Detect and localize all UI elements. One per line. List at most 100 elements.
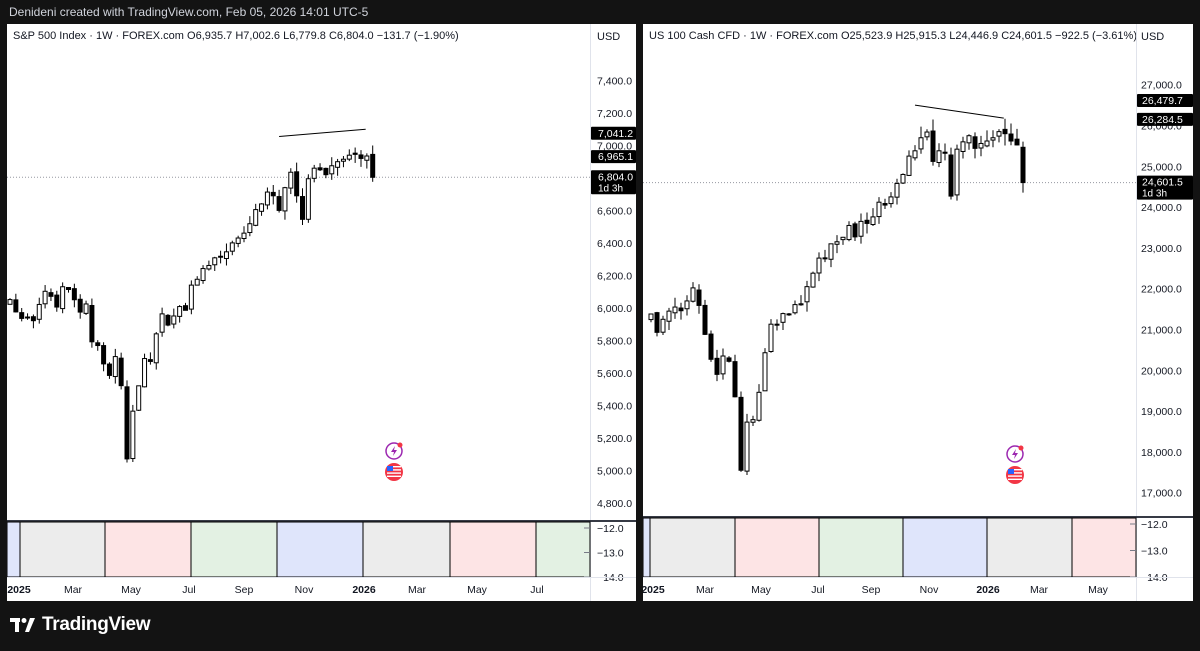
candle[interactable]	[666, 307, 672, 330]
candle[interactable]	[756, 384, 762, 422]
candle[interactable]	[900, 173, 906, 184]
candle[interactable]	[364, 153, 370, 169]
candle[interactable]	[42, 285, 48, 309]
candle[interactable]	[888, 192, 894, 208]
candle[interactable]	[798, 295, 804, 306]
candle[interactable]	[25, 313, 31, 320]
candle[interactable]	[876, 197, 882, 224]
candle[interactable]	[1014, 128, 1020, 146]
candle[interactable]	[7, 298, 13, 305]
candle[interactable]	[200, 265, 206, 284]
candle[interactable]	[218, 250, 224, 264]
candle[interactable]	[678, 302, 684, 320]
candle[interactable]	[66, 287, 71, 293]
lightning-icon[interactable]	[1006, 445, 1024, 463]
candle[interactable]	[48, 288, 54, 302]
candle[interactable]	[714, 349, 720, 382]
session-block[interactable]	[1071, 517, 1137, 578]
candle[interactable]	[672, 297, 678, 319]
candle[interactable]	[804, 280, 810, 312]
candle[interactable]	[732, 354, 738, 398]
candle[interactable]	[762, 348, 768, 392]
candle[interactable]	[229, 240, 235, 256]
candle[interactable]	[118, 352, 124, 390]
candle[interactable]	[270, 185, 276, 205]
candle[interactable]	[89, 298, 95, 348]
candle[interactable]	[177, 305, 183, 323]
session-block[interactable]	[19, 521, 106, 578]
candle[interactable]	[744, 413, 750, 476]
lightning-icon[interactable]	[385, 442, 403, 460]
candle[interactable]	[948, 147, 954, 200]
candle[interactable]	[708, 330, 714, 362]
candle[interactable]	[329, 157, 335, 180]
candle[interactable]	[942, 143, 948, 161]
pane-separator[interactable]	[7, 520, 636, 522]
candle[interactable]	[159, 307, 165, 337]
plot-area[interactable]	[7, 24, 590, 522]
candle[interactable]	[750, 415, 756, 426]
candle[interactable]	[124, 380, 130, 463]
candle[interactable]	[206, 260, 212, 271]
candle[interactable]	[882, 198, 888, 210]
session-block[interactable]	[535, 521, 591, 578]
candle[interactable]	[235, 235, 241, 248]
candle[interactable]	[660, 315, 666, 336]
candle[interactable]	[936, 143, 942, 168]
session-block[interactable]	[986, 517, 1073, 578]
candle[interactable]	[241, 226, 247, 243]
resistance-trendline[interactable]	[279, 128, 366, 138]
candle[interactable]	[294, 162, 300, 203]
candle[interactable]	[864, 212, 870, 234]
candle[interactable]	[690, 282, 696, 303]
ndx-chart-pane[interactable]: US 100 Cash CFD · 1W · FOREX.com O25,523…	[643, 24, 1193, 601]
candle[interactable]	[726, 356, 732, 363]
candle[interactable]	[1002, 118, 1008, 146]
candle[interactable]	[978, 135, 984, 157]
candle[interactable]	[702, 299, 708, 335]
candle[interactable]	[223, 243, 229, 266]
tradingview-logo[interactable]: TradingView	[10, 614, 151, 636]
ndx-chart-svg[interactable]: US 100 Cash CFD · 1W · FOREX.com O25,523…	[643, 24, 1193, 601]
candle[interactable]	[112, 348, 118, 384]
candle[interactable]	[768, 319, 774, 353]
us-flag-icon[interactable]	[1006, 466, 1024, 484]
candle[interactable]	[834, 235, 840, 254]
candle[interactable]	[346, 149, 352, 162]
candle[interactable]	[370, 145, 376, 182]
candle[interactable]	[1020, 141, 1026, 193]
candle[interactable]	[247, 216, 253, 237]
candle[interactable]	[840, 236, 846, 245]
candle[interactable]	[95, 340, 101, 351]
candle[interactable]	[774, 319, 780, 331]
pane-separator[interactable]	[643, 516, 1193, 518]
resistance-trendline[interactable]	[914, 104, 1004, 119]
candle[interactable]	[358, 150, 364, 167]
candle[interactable]	[696, 284, 702, 314]
candle[interactable]	[13, 293, 19, 313]
candle[interactable]	[165, 314, 171, 327]
candle[interactable]	[648, 313, 654, 323]
candle[interactable]	[36, 297, 42, 324]
candle[interactable]	[924, 129, 930, 141]
candle[interactable]	[828, 243, 834, 268]
candle[interactable]	[194, 276, 200, 286]
candle[interactable]	[984, 130, 990, 148]
candle[interactable]	[136, 385, 142, 411]
session-block[interactable]	[449, 521, 537, 578]
candle[interactable]	[858, 213, 864, 244]
candle[interactable]	[906, 150, 912, 177]
candle[interactable]	[305, 174, 311, 223]
candle[interactable]	[810, 271, 816, 288]
candle[interactable]	[212, 256, 218, 271]
candle[interactable]	[335, 158, 341, 176]
session-block[interactable]	[902, 517, 988, 578]
candle[interactable]	[300, 188, 305, 226]
candle[interactable]	[153, 332, 159, 370]
candle[interactable]	[106, 362, 112, 379]
candle[interactable]	[340, 156, 346, 168]
spx-chart-pane[interactable]: S&P 500 Index · 1W · FOREX.com O6,935.7 …	[7, 24, 636, 601]
candle[interactable]	[870, 208, 876, 227]
candle[interactable]	[912, 145, 918, 161]
candle[interactable]	[654, 311, 660, 337]
